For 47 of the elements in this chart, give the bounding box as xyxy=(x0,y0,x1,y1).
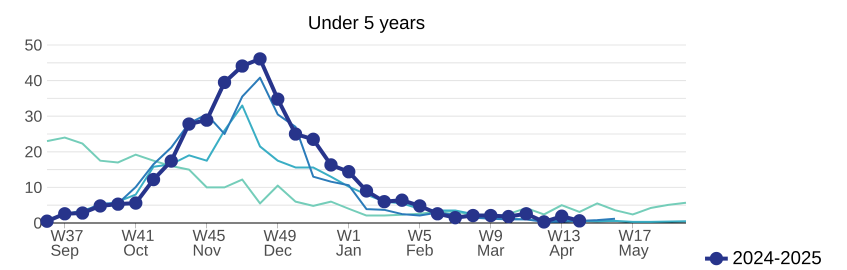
chart-title: Under 5 years xyxy=(309,15,424,33)
point xyxy=(306,132,320,146)
point xyxy=(182,117,196,131)
point xyxy=(342,165,356,178)
point xyxy=(555,210,568,223)
point xyxy=(129,196,142,210)
y-tick-label: 20 xyxy=(25,146,42,158)
point xyxy=(430,207,444,220)
x-tick-label: W37 Sep xyxy=(50,230,83,260)
legend-label: 2024-2025 xyxy=(733,251,821,264)
x-tick-label: W45 Nov xyxy=(192,230,225,256)
point xyxy=(76,206,90,220)
point xyxy=(146,172,160,186)
y-tick-label: 50 xyxy=(25,39,42,51)
point xyxy=(572,214,586,228)
point xyxy=(200,113,214,127)
point xyxy=(94,199,107,213)
point xyxy=(253,52,267,66)
point xyxy=(271,92,284,106)
point xyxy=(218,76,232,90)
x-tick-label: W1 Jan xyxy=(336,230,361,256)
y-tick-label: 40 xyxy=(24,74,42,86)
point xyxy=(413,199,426,213)
point xyxy=(40,214,54,228)
x-tick-label: W41 Oct xyxy=(122,230,154,256)
point xyxy=(537,215,551,229)
x-tick-label: W9 Mar xyxy=(478,230,504,256)
point xyxy=(520,207,533,220)
x-tick-label: W49 Dec xyxy=(264,230,296,256)
point xyxy=(288,127,302,141)
point xyxy=(360,184,374,198)
point xyxy=(58,207,72,220)
y-tick-label: 30 xyxy=(25,110,42,122)
point xyxy=(164,154,178,168)
point xyxy=(448,210,462,224)
point xyxy=(466,208,480,222)
point xyxy=(502,210,516,224)
point xyxy=(236,59,249,73)
x-tick-label: W13 Apr xyxy=(548,230,580,260)
point xyxy=(395,194,409,207)
x-tick-label: W5 Feb xyxy=(407,230,433,256)
point xyxy=(484,208,498,222)
point xyxy=(378,194,391,208)
y-tick-label: 10 xyxy=(26,182,42,194)
point xyxy=(111,197,125,211)
point xyxy=(324,158,338,172)
x-tick-label: W17 May xyxy=(618,230,651,259)
